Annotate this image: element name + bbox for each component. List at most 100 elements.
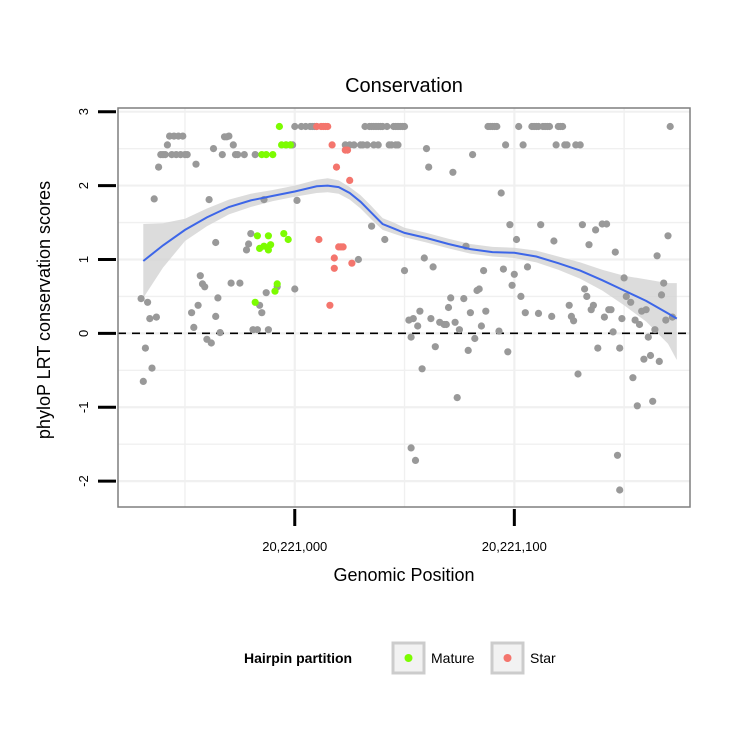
data-point (600, 313, 609, 321)
data-point (570, 317, 578, 325)
star-point (324, 122, 332, 131)
legend-label-star: Star (530, 650, 556, 666)
mature-point (264, 232, 272, 240)
data-point (453, 394, 461, 402)
data-point (592, 226, 600, 234)
data-point (480, 267, 488, 275)
x-axis-title: Genomic Position (333, 565, 474, 585)
data-point (137, 295, 145, 303)
data-point (227, 279, 235, 287)
data-point (627, 298, 635, 306)
data-point (146, 315, 154, 323)
mature-point (262, 151, 270, 159)
data-point (642, 306, 650, 314)
data-point (258, 309, 266, 317)
data-point (394, 141, 402, 149)
mature-point (253, 232, 261, 240)
data-point (477, 322, 485, 330)
data-point (607, 306, 615, 314)
data-point (594, 344, 602, 352)
star-point (326, 301, 334, 309)
data-point (363, 141, 371, 149)
data-point (400, 267, 409, 275)
data-point (368, 222, 376, 230)
data-point (161, 151, 169, 159)
data-point (411, 456, 420, 464)
data-point (291, 285, 299, 293)
data-point (229, 141, 237, 149)
data-point (139, 377, 147, 385)
data-point (400, 122, 409, 131)
data-point (207, 339, 215, 347)
plot-panel (117, 107, 691, 508)
data-point (466, 309, 474, 317)
data-point (482, 307, 490, 315)
mature-point (286, 141, 294, 149)
data-point (515, 122, 523, 131)
data-point (589, 301, 598, 309)
data-point (475, 285, 483, 293)
data-point (212, 312, 220, 320)
data-point (407, 333, 415, 341)
y-tick-label: 2 (76, 182, 91, 189)
legend-label-mature: Mature (431, 650, 475, 666)
data-point (214, 294, 222, 302)
star-point (332, 163, 341, 171)
data-point (163, 141, 171, 149)
data-point (209, 145, 218, 153)
data-point (506, 221, 514, 229)
y-tick-label: 3 (76, 108, 91, 115)
data-point (247, 230, 255, 238)
data-point (563, 141, 571, 149)
data-point (550, 237, 558, 245)
data-point (613, 451, 622, 459)
data-point (651, 326, 659, 334)
star-point (328, 141, 336, 149)
data-point (644, 333, 652, 341)
data-point (631, 316, 639, 324)
data-point (460, 295, 468, 303)
y-tick-label: 1 (76, 256, 91, 263)
data-point (510, 270, 518, 278)
data-point (425, 163, 433, 171)
data-point (242, 246, 251, 254)
x-tick-label: 20,221,000 (262, 539, 327, 554)
smooth-line (142, 184, 678, 320)
mature-point (269, 151, 277, 159)
panel-border (117, 107, 691, 508)
mature-point (267, 241, 275, 249)
data-point (519, 141, 527, 149)
data-point (196, 272, 204, 280)
data-point (251, 151, 259, 159)
star-point (343, 146, 352, 154)
data-point (523, 263, 532, 271)
data-point (662, 316, 670, 324)
data-point (574, 370, 582, 378)
data-point (179, 132, 187, 140)
confidence-band (143, 178, 677, 360)
data-point (420, 254, 428, 262)
data-point (201, 283, 209, 291)
data-point (418, 365, 426, 373)
mature-point (280, 230, 288, 238)
data-point (616, 344, 624, 352)
data-point (660, 279, 668, 287)
data-point (374, 141, 382, 149)
data-point (155, 163, 163, 171)
legend-marker-mature (404, 654, 413, 662)
data-point (629, 374, 637, 382)
data-point (666, 122, 674, 131)
data-point (620, 274, 628, 282)
data-point (236, 279, 244, 287)
data-point (559, 122, 567, 131)
data-point (635, 320, 644, 329)
data-point (548, 312, 556, 320)
data-point (264, 326, 272, 334)
y-tick-label: -2 (76, 475, 91, 487)
data-point (497, 189, 505, 197)
data-point (218, 151, 226, 159)
data-point (414, 322, 422, 330)
mature-point (275, 122, 283, 131)
data-point (565, 301, 573, 309)
